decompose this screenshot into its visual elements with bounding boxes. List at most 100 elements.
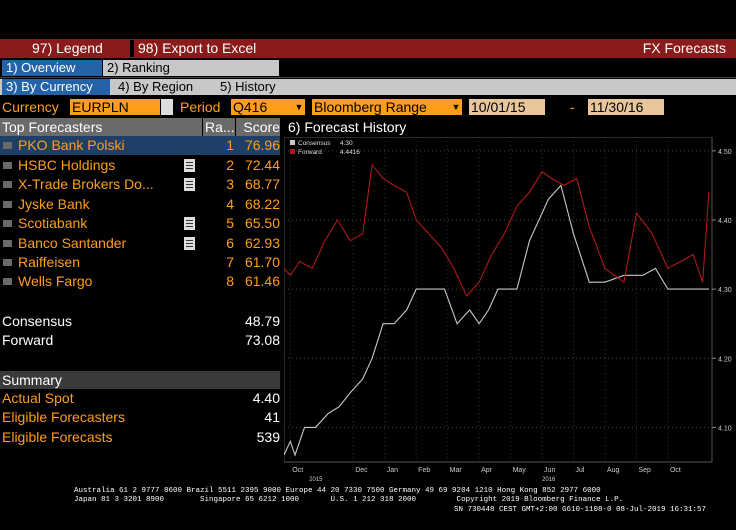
forecaster-score: 62.93 [244,235,280,251]
series-line-forward [284,163,710,297]
range-dropdown-icon[interactable]: ▼ [450,99,462,115]
forecast-history-chart[interactable]: 4.50 4.40 4.30 4.20 4.10 Oct Dec Jan Feb Mar Apr Ma… [284,137,736,485]
forecaster-rank: 5 [226,215,234,231]
x-tick-label: Apr [481,467,493,474]
date-separator: - [570,99,575,115]
row-bullet-icon [3,278,12,285]
forecaster-name: Raiffeisen [18,254,81,270]
footer-contacts-line: Australia 61 2 9777 8600 Brazil 5511 239… [74,487,601,495]
x-tick-label: Oct [670,467,681,474]
y-tick-label: 4.10 [718,425,732,432]
summary-label: Actual Spot [2,390,74,406]
legend-entry-value: 4.30 [340,140,353,147]
forecaster-rank: 2 [226,157,234,173]
table-row[interactable]: HSBC Holdings 2 72.44 [0,156,280,175]
forecaster-name: Jyske Bank [18,196,90,212]
rank-header[interactable]: Ra... [203,118,235,136]
period-dropdown-icon[interactable]: ▼ [293,99,305,115]
date-from-field[interactable]: 10/01/15 [469,99,545,115]
series-line-consensus [284,184,709,457]
legend-swatch [290,149,295,154]
consensus-row: Consensus 48.79 [0,312,280,331]
summary-row: Eligible Forecasters 41 [0,408,280,427]
forecaster-rank: 8 [226,273,234,289]
period-label: Period [180,99,221,115]
summary-label: Eligible Forecasts [2,429,113,445]
screen-title: FX Forecasts [642,40,726,56]
forecaster-rank: 3 [226,176,234,192]
forecaster-score: 61.70 [244,254,280,270]
footer-copyright-line: Japan 81 3 3201 8900 Singapore 65 6212 1… [74,496,624,504]
forecaster-rank: 1 [226,137,234,153]
x-year-label: 2016 [542,477,556,483]
row-bullet-icon [3,142,12,149]
summary-row: Actual Spot 4.40 [0,389,280,408]
y-tick-label: 4.50 [718,149,732,156]
table-row[interactable]: PKO Bank Polski 1 76.96 [0,136,280,155]
table-row[interactable]: Banco Santander 6 62.93 [0,234,280,253]
note-icon[interactable] [184,178,195,191]
x-tick-label: Jan [387,467,398,474]
forecaster-score: 76.96 [244,137,280,153]
subtab-by-region[interactable]: 4) By Region [118,79,194,94]
top-forecasters-header[interactable]: Top Forecasters [0,118,202,136]
consensus-value: 48.79 [244,313,280,329]
table-row[interactable]: Raiffeisen 7 61.70 [0,253,280,272]
summary-value: 4.40 [252,390,280,406]
note-icon[interactable] [184,237,195,250]
forecaster-rank: 6 [226,235,234,251]
currency-field[interactable]: EURPLN [70,99,160,115]
x-tick-label: Dec [355,467,368,474]
summary-label: Eligible Forecasters [2,409,125,425]
y-tick-label: 4.30 [718,287,732,294]
plot-area [284,137,713,463]
note-icon[interactable] [184,159,195,172]
table-row[interactable]: Scotiabank 5 65.50 [0,214,280,233]
tab-ranking[interactable]: 2) Ranking [103,60,279,76]
period-field[interactable]: Q416 [231,99,295,115]
table-row[interactable]: Wells Fargo 8 61.46 [0,272,280,291]
x-tick-label: Mar [450,467,463,474]
forecaster-rank: 7 [226,254,234,270]
summary-value: 539 [256,429,280,445]
tab-overview[interactable]: 1) Overview [2,60,102,76]
forecaster-name: HSBC Holdings [18,157,116,173]
forecaster-score: 72.44 [244,157,280,173]
export-excel-button[interactable]: 98) Export to Excel [138,40,257,56]
forecaster-score: 68.22 [244,196,280,212]
forward-row: Forward 73.08 [0,331,280,350]
range-field[interactable]: Bloomberg Range [312,99,452,115]
table-row[interactable]: Jyske Bank 4 68.22 [0,195,280,214]
legend-swatch [290,140,295,145]
consensus-label: Consensus [2,313,73,329]
tab-divider [0,77,736,78]
toolbar [0,39,736,58]
forecaster-name: X-Trade Brokers Do... [18,176,154,192]
subtab-history[interactable]: 5) History [220,79,276,94]
forecaster-score: 68.77 [244,176,280,192]
table-row[interactable]: X-Trade Brokers Do... 3 68.77 [0,175,280,194]
x-tick-label: Jul [576,467,585,474]
forecaster-name: Wells Fargo [18,273,93,289]
legend-entry-name: Forward [298,149,322,156]
legend-entry-value: 4.4416 [340,149,360,156]
forecaster-name: Scotiabank [18,215,88,231]
note-icon[interactable] [184,217,195,230]
date-to-field[interactable]: 11/30/16 [588,99,664,115]
subtab-by-currency[interactable]: 3) By Currency [2,79,110,95]
subtab-bar [0,79,736,95]
chart-panel-title: 6) Forecast History [284,118,736,136]
summary-header: Summary [0,371,280,389]
forward-value: 73.08 [244,332,280,348]
score-header[interactable]: Score [236,118,280,136]
row-bullet-icon [3,181,12,188]
x-tick-label: Jun [544,467,555,474]
legend-button[interactable]: 97) Legend [32,40,103,56]
row-bullet-icon [3,201,12,208]
y-tick-label: 4.20 [718,356,732,363]
currency-lookup-icon[interactable] [161,99,173,115]
row-bullet-icon [3,220,12,227]
forecaster-name: Banco Santander [18,235,127,251]
forecaster-score: 65.50 [244,215,280,231]
legend-entry-name: Consensus [298,140,331,147]
